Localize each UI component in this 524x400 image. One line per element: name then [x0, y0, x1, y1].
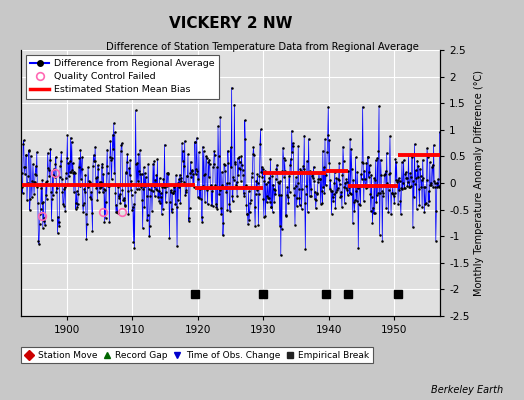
Text: Difference of Station Temperature Data from Regional Average: Difference of Station Temperature Data f… [105, 42, 419, 52]
Text: Berkeley Earth: Berkeley Earth [431, 385, 503, 395]
Y-axis label: Monthly Temperature Anomaly Difference (°C): Monthly Temperature Anomaly Difference (… [474, 70, 484, 296]
Legend: Station Move, Record Gap, Time of Obs. Change, Empirical Break: Station Move, Record Gap, Time of Obs. C… [21, 347, 373, 363]
Title: VICKERY 2 NW: VICKERY 2 NW [169, 16, 292, 31]
